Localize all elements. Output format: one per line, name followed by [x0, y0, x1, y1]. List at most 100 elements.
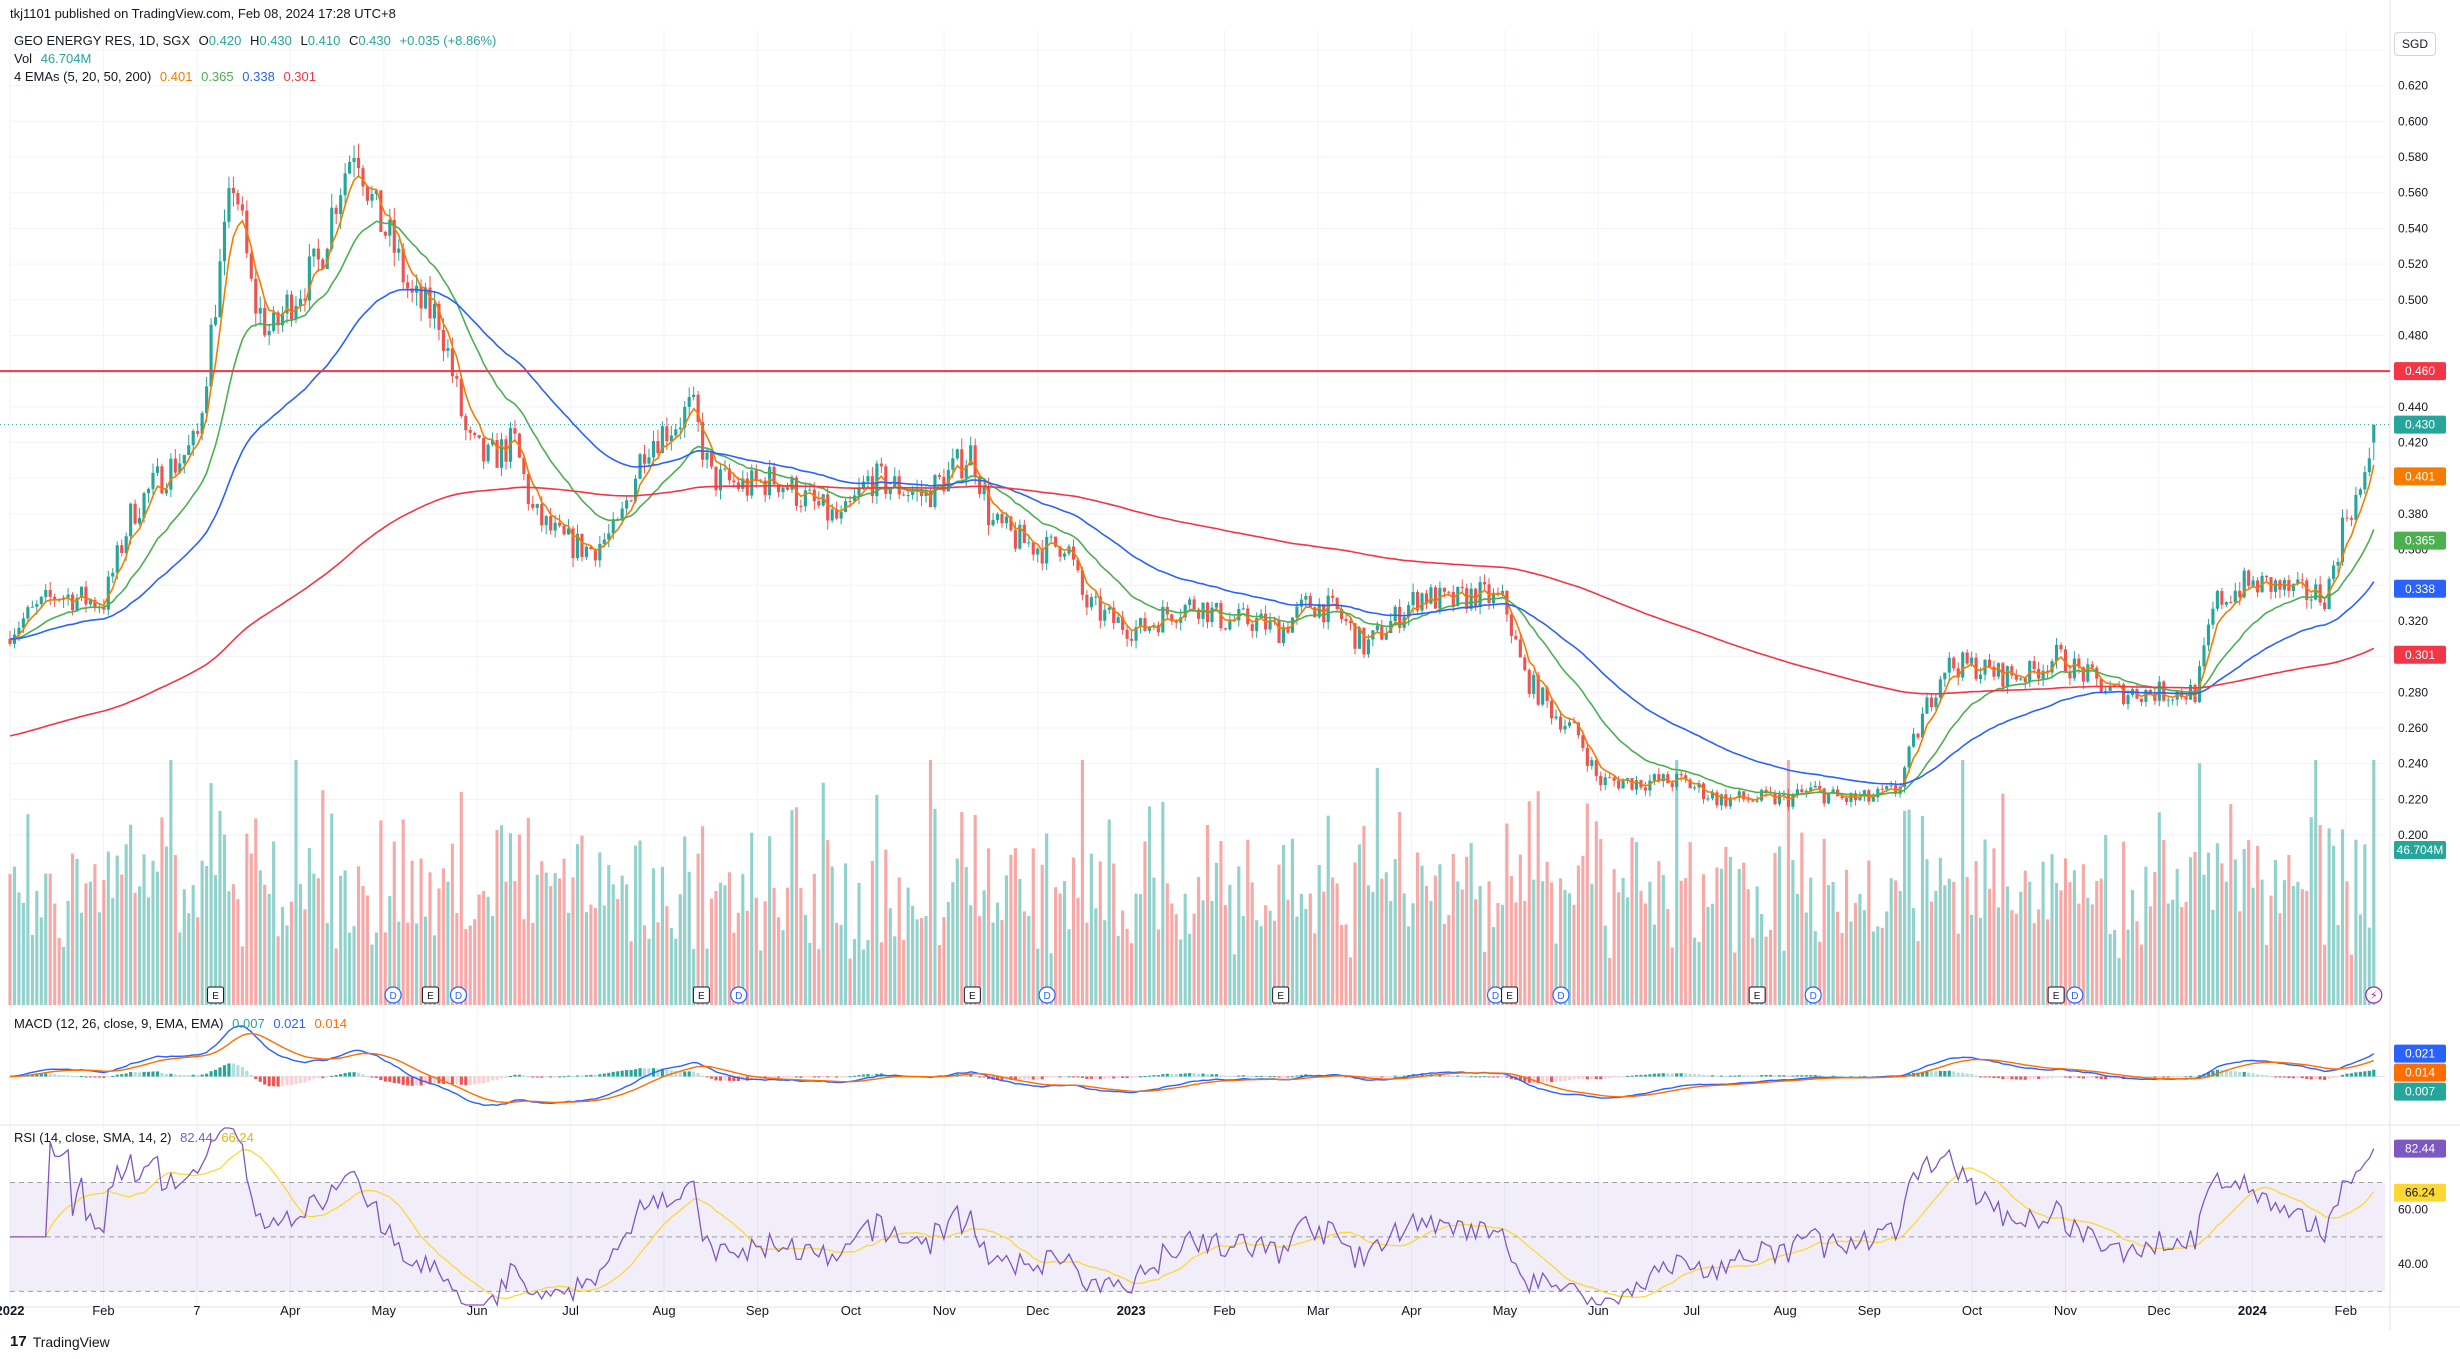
volume-bar: [1067, 929, 1071, 1005]
volume-bar: [2251, 887, 2255, 1005]
macd-histogram-bar: [1581, 1076, 1585, 1079]
symbol-legend[interactable]: GEO ENERGY RES, 1D, SGX O0.420 H0.430 L0…: [14, 33, 501, 48]
macd-histogram-bar: [1545, 1076, 1549, 1083]
dividend-marker: [384, 986, 402, 1004]
volume-bar: [741, 874, 745, 1005]
macd-histogram-bar: [799, 1076, 803, 1078]
rsi-legend[interactable]: RSI (14, close, SMA, 14, 2) 82.44 66.24: [14, 1130, 259, 1145]
volume-bar: [1429, 901, 1433, 1005]
candle-body: [93, 600, 97, 608]
candle-body: [155, 466, 160, 473]
volume-bar: [1389, 901, 1393, 1005]
volume-bar: [2345, 881, 2349, 1005]
macd-histogram-bar: [1746, 1075, 1750, 1077]
rsi-ma-last-label-badge: [2394, 1183, 2446, 1202]
event-markers[interactable]: E D E D E D E D E D E D E D E D ⚡: [207, 986, 2383, 1004]
macd-histogram-bar: [625, 1070, 629, 1077]
volume-legend[interactable]: Vol 46.704M: [14, 51, 96, 66]
volume-bar: [732, 932, 736, 1005]
macd-histogram-bar: [1728, 1075, 1732, 1077]
volume-bar: [48, 873, 52, 1005]
candle-body: [1134, 627, 1138, 641]
candle-body: [1728, 797, 1732, 807]
macd-histogram-bar: [401, 1076, 405, 1085]
macd-histogram-bar: [397, 1076, 401, 1084]
macd-histogram-bar: [111, 1076, 115, 1078]
volume-bar: [665, 906, 669, 1005]
volume-bar: [2148, 906, 2152, 1005]
candle-body: [1018, 524, 1022, 549]
volume-bar: [1085, 922, 1089, 1005]
earnings-marker-label: E: [698, 991, 705, 1002]
volume-bar: [312, 873, 316, 1005]
volume-bar: [2193, 851, 2197, 1005]
macd-histogram-bar: [1344, 1076, 1348, 1078]
macd-histogram-bar: [1205, 1074, 1210, 1077]
volume-bar: [1165, 883, 1169, 1005]
volume-bar: [383, 932, 387, 1005]
volume-bar: [2153, 872, 2157, 1005]
volume-bar: [249, 853, 253, 1005]
volume-bar: [2135, 921, 2139, 1005]
candle-body: [660, 426, 664, 453]
macd-histogram-bar: [2014, 1076, 2018, 1080]
volume-bar: [1621, 877, 1625, 1005]
volume-bar: [289, 901, 294, 1005]
rsi-last-label-badge: [2394, 1139, 2446, 1158]
volume-bar: [508, 833, 513, 1005]
earnings-marker: [421, 986, 439, 1004]
macd-histogram-bar: [589, 1074, 593, 1077]
volume-bar: [946, 901, 950, 1005]
volume-bar: [602, 905, 606, 1005]
dividend-marker-label: D: [1492, 991, 1499, 1002]
currency-button[interactable]: SGD: [2394, 32, 2436, 56]
volume-bar: [303, 909, 307, 1005]
volume-bar: [1255, 920, 1259, 1005]
volume-bar: [17, 892, 21, 1005]
candle-body: [1710, 792, 1715, 799]
volume-bar: [1223, 905, 1227, 1005]
macd-legend[interactable]: MACD (12, 26, close, 9, EMA, EMA) 0.007 …: [14, 1016, 352, 1031]
macd-histogram-bar: [1094, 1076, 1098, 1079]
candle-body: [1621, 780, 1625, 789]
volume-bar: [1076, 897, 1080, 1005]
volume-bar: [1777, 846, 1782, 1005]
rsi-value: 82.44: [180, 1130, 213, 1145]
time-tick-label: Feb: [1213, 1303, 1235, 1318]
volume-bar: [1541, 881, 1545, 1005]
volume-bar: [1979, 917, 1983, 1005]
macd-histogram-bar: [178, 1074, 182, 1077]
volume-bar: [1670, 947, 1674, 1005]
time-tick-label: Aug: [1774, 1303, 1797, 1318]
macd-histogram-bar: [205, 1073, 209, 1077]
macd-histogram-bar: [1697, 1074, 1701, 1077]
ema-lines: [9, 174, 2375, 801]
tradingview-name: TradingView: [32, 1333, 110, 1350]
volume-bar: [1970, 914, 1974, 1005]
candle-body: [236, 193, 240, 205]
macd-histogram-bar: [84, 1076, 88, 1078]
volume-bar: [231, 884, 235, 1005]
volume-bar: [683, 836, 687, 1005]
volume-bar: [799, 887, 803, 1005]
ema-legend[interactable]: 4 EMAs (5, 20, 50, 200) 0.401 0.365 0.33…: [14, 69, 321, 84]
macd-histogram-bar: [321, 1076, 325, 1079]
candle-body: [48, 590, 52, 597]
volume-bar: [1474, 899, 1478, 1005]
macd-histogram-bar: [2077, 1076, 2081, 1078]
tradingview-brand[interactable]: 17 TradingView: [10, 1333, 110, 1350]
candle-body: [629, 500, 633, 502]
macd-histogram-bar: [343, 1073, 347, 1077]
volume-bar: [2318, 825, 2322, 1005]
candle-body: [1161, 606, 1165, 633]
macd-histogram-bar: [499, 1076, 504, 1079]
candle-body: [513, 428, 517, 434]
volume-bar: [522, 919, 526, 1005]
macd-histogram-bar: [1648, 1074, 1652, 1077]
volume-bar: [1755, 886, 1759, 1005]
candle-body: [1147, 626, 1152, 631]
candle-body: [714, 466, 718, 491]
candle-body: [2358, 489, 2362, 495]
macd-histogram-bar: [1670, 1073, 1674, 1077]
